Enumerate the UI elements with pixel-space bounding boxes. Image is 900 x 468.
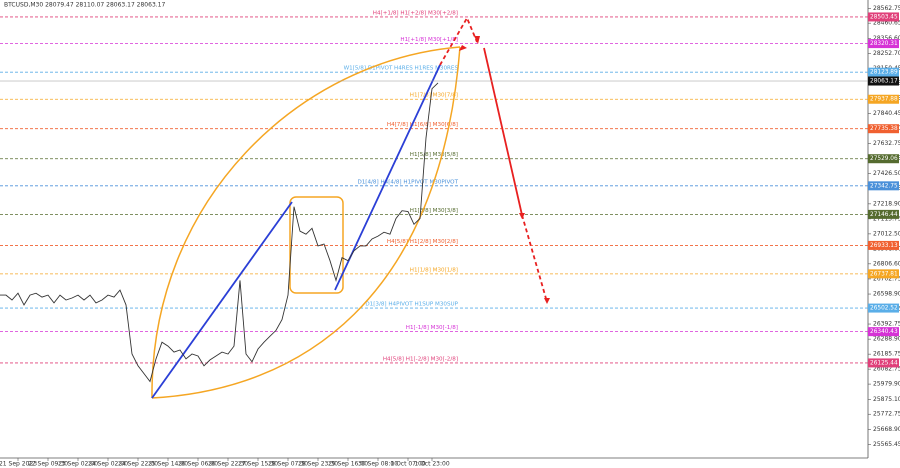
level-label: W1[5/8] D1PIVOT H4RES H1RES M30RES	[344, 66, 459, 72]
level-price: 26737.81	[870, 271, 898, 277]
y-tick-label: 25668.90	[873, 426, 900, 433]
chart-title: BTCUSD,M30 28079.47 28110.07 28063.17 28…	[4, 2, 165, 9]
y-tick-label: 27840.45	[873, 110, 900, 117]
x-tick-label: 28 Sep 07:30	[268, 461, 308, 468]
y-tick-label: 26082.75	[873, 366, 900, 373]
y-tick-label: 26702.75	[873, 275, 900, 282]
arc-upper	[151, 46, 461, 399]
current-price: 28063.17	[870, 79, 898, 85]
axes: 28562.7528460.6528356.6028252.7028150.45…	[0, 5, 900, 468]
x-tick-label: 1 Oct 23:00	[414, 461, 449, 468]
level-label: H4[+1/8] H1[+2/8] M30[+2/8]	[373, 10, 458, 16]
level-price: 27735.38	[870, 126, 898, 132]
level-label: H4[5/8] H1[-2/8] M30[-2/8]	[383, 356, 458, 362]
level-label: H1[1/8] M30[1/8]	[410, 267, 458, 273]
forecast-dashed	[521, 214, 548, 303]
x-tick-label: 26 Sep 06:00	[178, 461, 218, 468]
level-price-box	[868, 358, 899, 368]
level-label: D1[4/8] H4[4/8] H1PIVOT M30PIVOT	[357, 179, 458, 185]
y-tick-label: 28252.70	[873, 50, 900, 57]
y-tick-label: 28356.60	[873, 35, 900, 42]
level-price-box	[868, 12, 899, 22]
price-line	[0, 82, 439, 383]
level-price: 28123.89	[870, 70, 898, 76]
level-price-box	[868, 209, 899, 219]
y-tick-label: 27012.50	[873, 230, 900, 237]
level-label: H1[-1/8] M30[-1/8]	[406, 325, 458, 331]
level-price-box	[868, 94, 899, 104]
series	[0, 82, 439, 383]
level-price: 27146.44	[870, 212, 898, 218]
y-tick-label: 26806.60	[873, 260, 900, 267]
level-price-box	[868, 67, 899, 77]
x-tick-label: 28 Sep 23:30	[298, 461, 338, 468]
x-tick-label: 23 Sep 02:00	[58, 461, 98, 468]
y-tick-label: 25875.10	[873, 396, 900, 403]
level-price-box	[868, 39, 899, 49]
level-price: 26340.43	[870, 329, 898, 335]
level-price-box	[868, 327, 899, 337]
level-price: 28503.45	[870, 14, 898, 20]
level-label: H4[7/8] H1[6/8] M30[6/8]	[387, 122, 458, 128]
level-price: 26125.44	[870, 360, 898, 366]
level-price: 26502.52	[870, 306, 898, 312]
level-price: 27937.88	[870, 97, 898, 103]
forecast-dashed	[439, 15, 478, 66]
x-tick-label: 30 Sep 08:00	[358, 461, 398, 468]
x-tick-label: 26 Sep 22:30	[208, 461, 248, 468]
y-tick-label: 26288.90	[873, 336, 900, 343]
level-price-box	[868, 269, 899, 279]
range-box	[289, 196, 344, 294]
y-tick-label: 27426.50	[873, 170, 900, 177]
level-price: 27529.06	[870, 156, 898, 162]
y-tick-label: 26185.75	[873, 351, 900, 358]
x-tick-label: 27 Sep 15:30	[238, 461, 278, 468]
trend-line	[151, 201, 293, 399]
y-tick-label: 27218.90	[873, 200, 900, 207]
x-tick-label: 24 Sep 22:00	[118, 461, 158, 468]
x-tick-label: 21 Sep 2023	[0, 461, 37, 468]
level-price-box	[868, 240, 899, 250]
level-label: H1[3/8] M30[3/8]	[410, 208, 458, 214]
levels: H4[+1/8] H1[+2/8] M30[+2/8] H1[+1/8] M30[…	[0, 10, 868, 364]
x-tick-label: 1 Oct 07:00	[390, 461, 425, 468]
y-tick-label: 25979.90	[873, 381, 900, 388]
level-price: 27342.75	[870, 183, 898, 189]
x-tick-label: 25 Sep 14:00	[148, 461, 188, 468]
level-price-box	[868, 154, 899, 164]
level-price-box	[868, 181, 899, 191]
arc-lower	[151, 46, 461, 399]
y-tick-label: 26392.75	[873, 321, 900, 328]
y-tick-label: 28460.65	[873, 20, 900, 27]
y-tick-label: 27632.75	[873, 140, 900, 147]
level-label: H1[7/8] M30[7/8]	[410, 93, 458, 99]
level-price-box	[868, 124, 899, 134]
level-label: H1[+1/8] M30[+1/8]	[400, 37, 458, 43]
y-tick-label: 28562.75	[873, 5, 900, 12]
current-price-box	[868, 76, 899, 86]
level-label: H1[5/8] M30[5/8]	[410, 152, 458, 158]
y-tick-label: 25772.75	[873, 411, 900, 418]
y-tick-label: 26598.90	[873, 291, 900, 298]
level-label: H4[5/8] H1[2/8] M30[2/8]	[387, 239, 458, 245]
level-price-box	[868, 303, 899, 313]
x-tick-label: 24 Sep 02:00	[88, 461, 128, 468]
y-tick-label: 25565.45	[873, 441, 900, 448]
forecast-solid	[483, 47, 523, 216]
level-price: 26933.13	[870, 243, 898, 249]
level-price: 28320.31	[870, 41, 898, 47]
x-tick-label: 22 Sep 09:30	[28, 461, 68, 468]
level-label: D1[3/8] H4PIVOT H1SUP M30SUP	[365, 302, 458, 308]
x-tick-label: 29 Sep 16:00	[328, 461, 368, 468]
